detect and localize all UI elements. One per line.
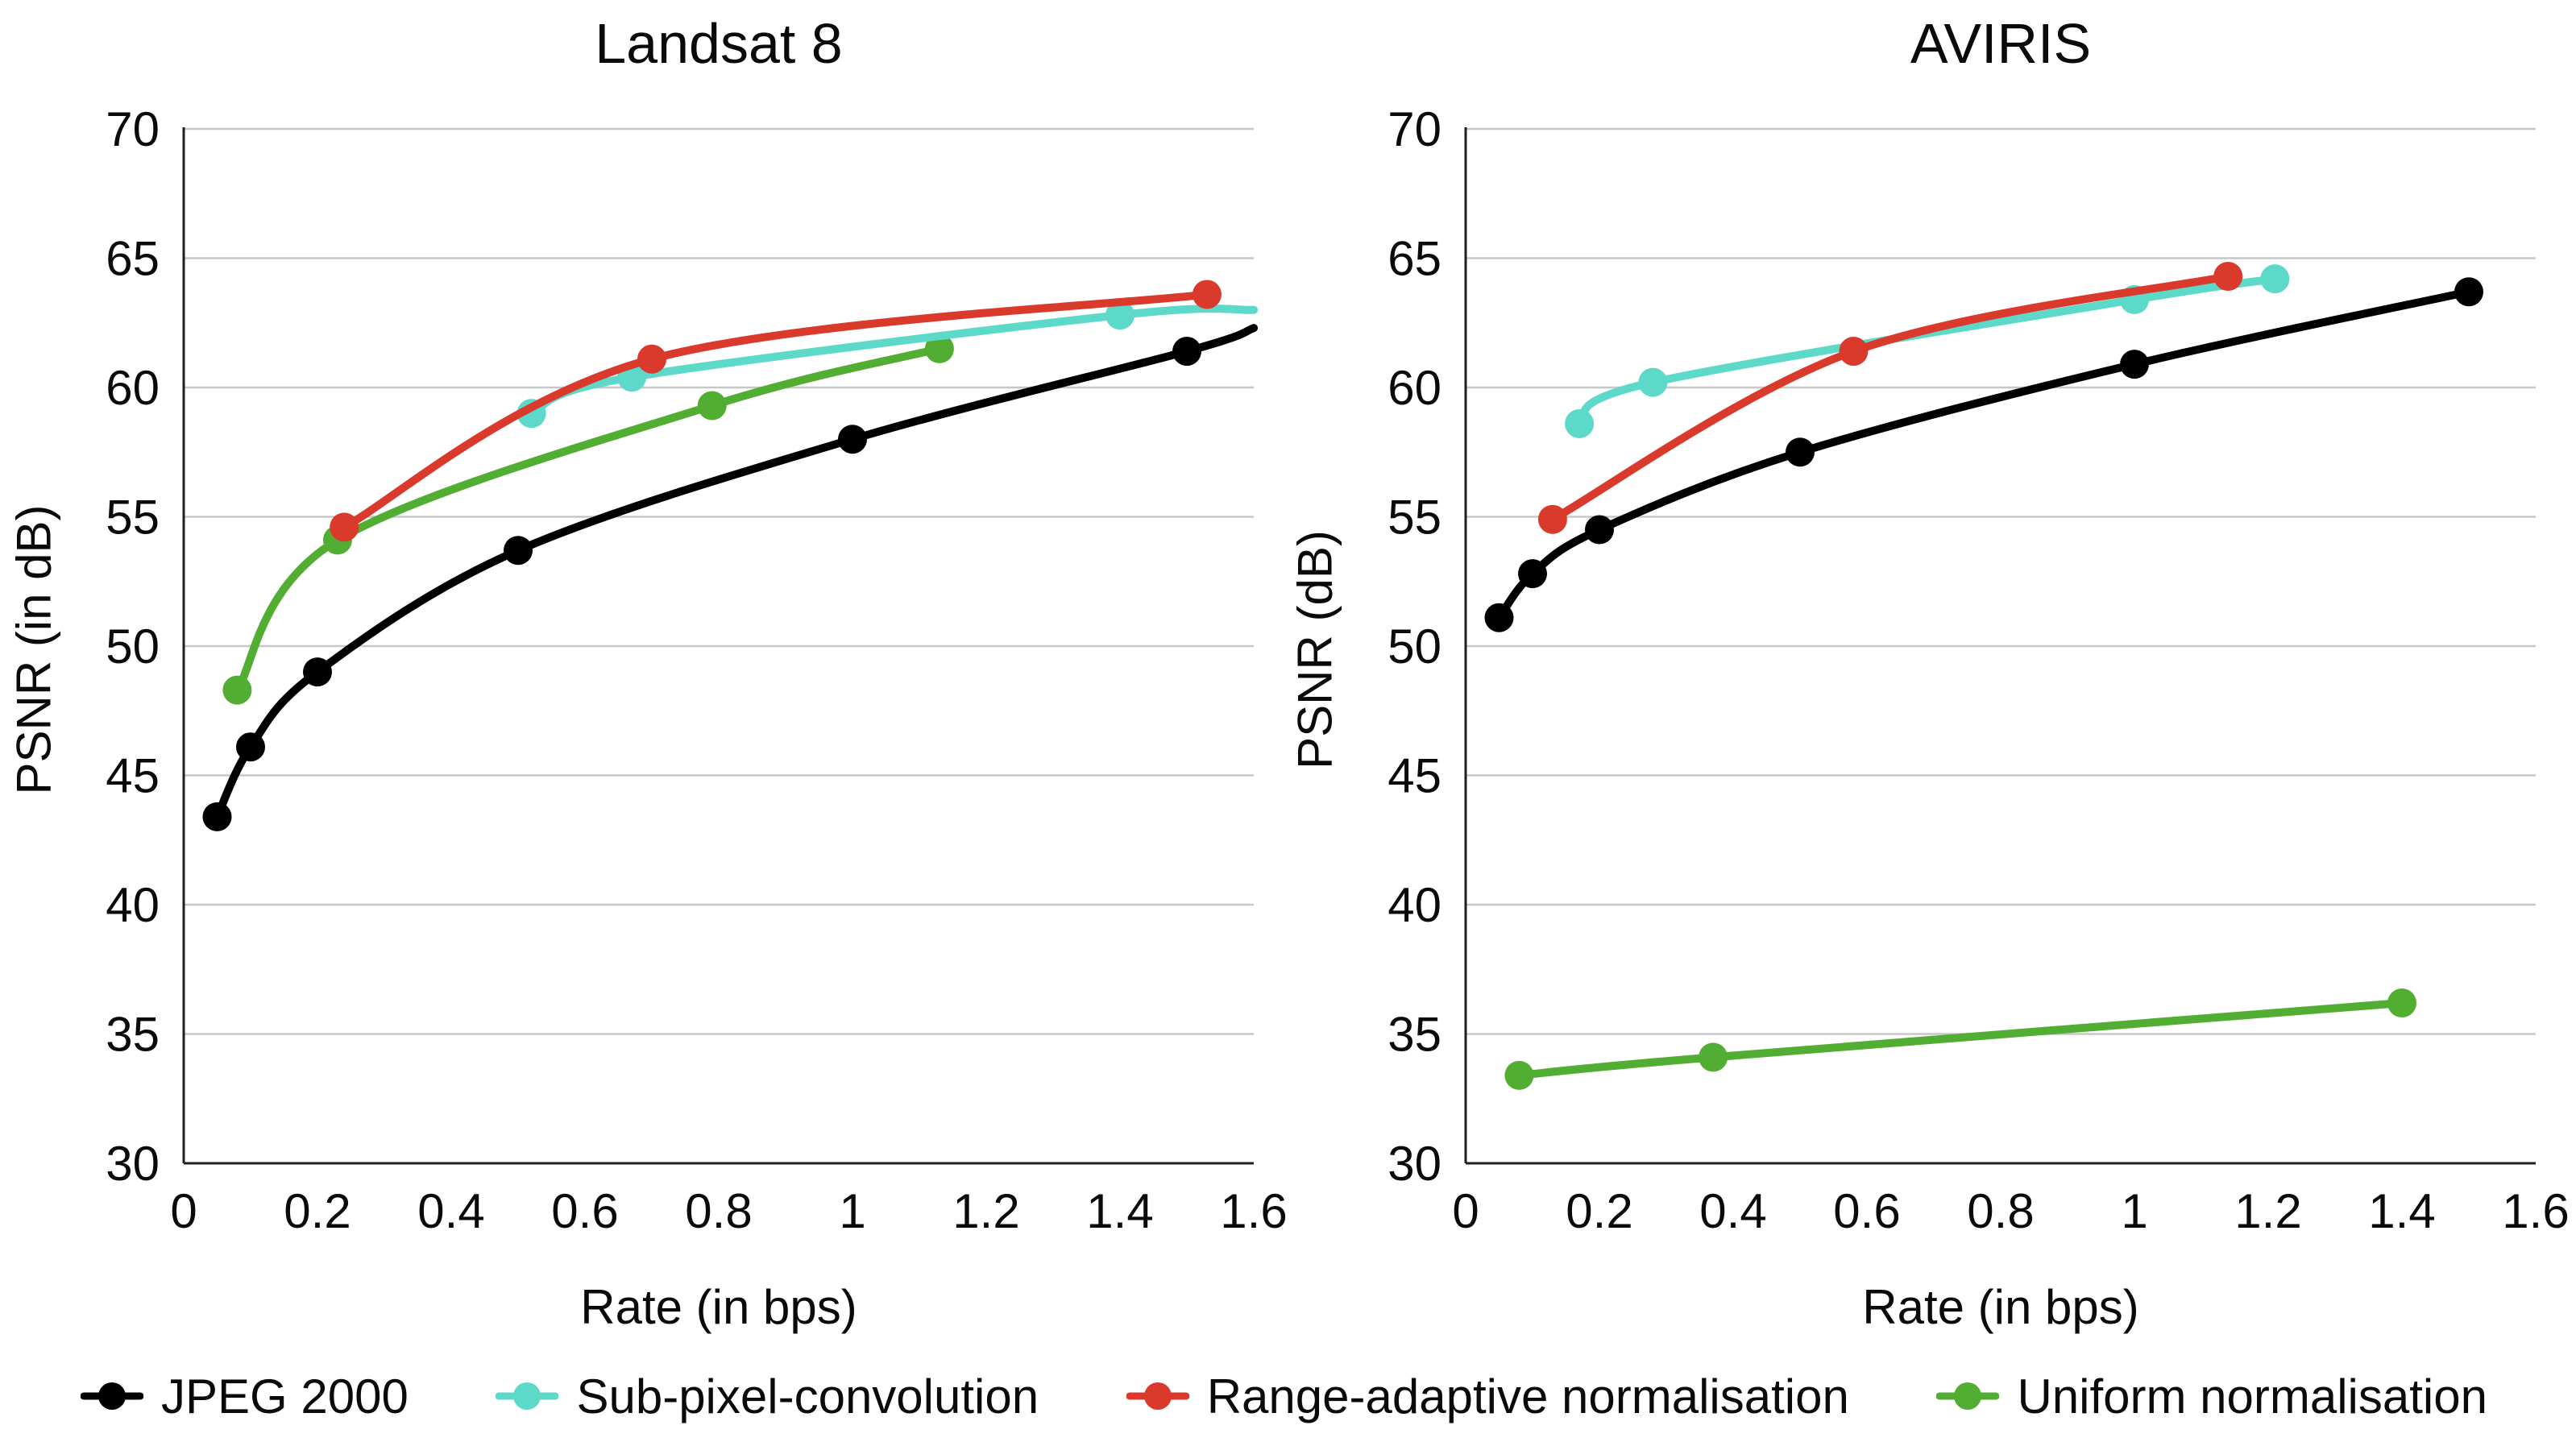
series-line-range-adaptive-normalisation <box>1548 271 2233 524</box>
y-tick-label: 45 <box>1388 749 1441 803</box>
y-tick-label: 65 <box>106 232 160 286</box>
x-axis-label-aviris: Rate (in bps) <box>1862 1280 2139 1334</box>
series-marker-uniform-normalisation <box>697 391 727 421</box>
legend-item-label: Uniform normalisation <box>2017 1369 2487 1423</box>
y-tick-label: 40 <box>1388 878 1441 932</box>
series-marker-jpeg-2000 <box>236 732 265 762</box>
legend-marker-icon <box>1126 1382 1189 1410</box>
y-tick-label: 35 <box>106 1008 160 1062</box>
legend-item-label: JPEG 2000 <box>161 1369 409 1423</box>
legend-item-uniform-normalisation: Uniform normalisation <box>1936 1369 2487 1424</box>
legend: JPEG 2000 Sub-pixel-convolution Range-adap… <box>81 1360 2487 1432</box>
x-tick-label: 0.2 <box>284 1184 351 1238</box>
series-marker-jpeg-2000 <box>2120 350 2149 379</box>
y-tick-label: 60 <box>1388 361 1441 415</box>
series-marker-sub-pixel-convolution <box>1105 300 1135 330</box>
series-marker-uniform-normalisation <box>924 334 954 363</box>
x-tick-label: 1.6 <box>2502 1184 2569 1238</box>
x-tick-label: 0.8 <box>1967 1184 2034 1238</box>
x-tick-label: 0 <box>170 1184 197 1238</box>
y-tick-label: 55 <box>106 491 160 545</box>
series-marker-range-adaptive-normalisation <box>1839 337 1869 367</box>
series-marker-sub-pixel-convolution <box>1565 408 1595 438</box>
legend-item-sub-pixel-convolution: Sub-pixel-convolution <box>496 1369 1039 1424</box>
x-tick-label: 1 <box>2121 1184 2147 1238</box>
legend-marker-icon <box>81 1382 143 1410</box>
legend-item-range-adaptive-normalisation: Range-adaptive normalisation <box>1126 1369 1849 1424</box>
chart-title-landsat8: Landsat 8 <box>595 12 843 75</box>
series-marker-range-adaptive-normalisation <box>1537 504 1567 534</box>
series-marker-uniform-normalisation <box>222 675 252 705</box>
x-tick-label: 0.6 <box>551 1184 618 1238</box>
y-tick-label: 50 <box>1388 619 1441 673</box>
series-marker-jpeg-2000 <box>1518 559 1547 589</box>
series-marker-jpeg-2000 <box>1786 437 1815 467</box>
x-axis-label-landsat8: Rate (in bps) <box>580 1280 857 1334</box>
y-tick-label: 40 <box>106 878 160 932</box>
x-tick-label: 1.6 <box>1220 1184 1287 1238</box>
legend-item-jpeg-2000: JPEG 2000 <box>81 1369 409 1424</box>
legend-marker-dot <box>1143 1382 1172 1410</box>
series-marker-jpeg-2000 <box>1585 515 1614 545</box>
y-tick-label: 30 <box>106 1137 160 1191</box>
series-marker-jpeg-2000 <box>1484 603 1514 632</box>
x-tick-label: 1.4 <box>2368 1184 2435 1238</box>
y-tick-label: 50 <box>106 619 160 673</box>
legend-marker-icon <box>496 1382 559 1410</box>
series-line-jpeg-2000 <box>1495 288 2473 622</box>
y-tick-label: 45 <box>106 749 160 803</box>
y-tick-label: 65 <box>1388 232 1441 286</box>
series-marker-range-adaptive-normalisation <box>2213 261 2243 291</box>
series-line-sub-pixel-convolution <box>1575 275 2279 428</box>
x-tick-label: 1 <box>839 1184 865 1238</box>
series-marker-uniform-normalisation <box>1504 1060 1534 1090</box>
x-tick-label: 0.4 <box>1699 1184 1766 1238</box>
series-marker-sub-pixel-convolution <box>1638 367 1668 397</box>
legend-marker-dot <box>98 1382 126 1410</box>
series-line-uniform-normalisation <box>233 344 944 694</box>
series-marker-jpeg-2000 <box>202 802 232 831</box>
legend-marker-dot <box>1954 1382 1982 1410</box>
x-tick-label: 0 <box>1452 1184 1479 1238</box>
x-tick-label: 0.8 <box>685 1184 752 1238</box>
y-tick-label: 70 <box>106 102 160 156</box>
x-tick-label: 1.2 <box>2234 1184 2301 1238</box>
x-tick-label: 0.2 <box>1566 1184 1632 1238</box>
series-marker-range-adaptive-normalisation <box>1192 280 1222 309</box>
series-marker-sub-pixel-convolution <box>2260 264 2290 294</box>
legend-marker-dot <box>513 1382 541 1410</box>
series-marker-jpeg-2000 <box>303 657 332 687</box>
series-marker-range-adaptive-normalisation <box>637 344 666 374</box>
y-tick-label: 55 <box>1388 491 1441 545</box>
x-tick-label: 1.4 <box>1086 1184 1153 1238</box>
series-line-jpeg-2000 <box>213 324 1258 821</box>
series-marker-jpeg-2000 <box>504 536 533 566</box>
x-tick-label: 0.6 <box>1833 1184 1900 1238</box>
y-axis-label-landsat8: PSNR (in dB) <box>6 504 61 795</box>
series-marker-jpeg-2000 <box>2454 277 2483 307</box>
chart-title-aviris: AVIRIS <box>1910 12 2092 75</box>
y-tick-label: 60 <box>106 361 160 415</box>
series-marker-uniform-normalisation <box>2387 988 2416 1017</box>
y-tick-label: 70 <box>1388 102 1441 156</box>
series-marker-uniform-normalisation <box>1699 1042 1728 1072</box>
legend-marker-icon <box>1936 1382 2000 1410</box>
series-marker-jpeg-2000 <box>838 425 867 454</box>
y-axis-label-aviris: PSNR (dB) <box>1288 530 1342 769</box>
legend-item-label: Sub-pixel-convolution <box>576 1369 1039 1423</box>
series-marker-range-adaptive-normalisation <box>330 512 359 542</box>
series-line-uniform-normalisation <box>1515 998 2406 1079</box>
series-line-range-adaptive-normalisation <box>340 290 1211 532</box>
legend-item-label: Range-adaptive normalisation <box>1206 1369 1849 1423</box>
y-tick-label: 30 <box>1388 1137 1441 1191</box>
x-tick-label: 1.2 <box>952 1184 1019 1238</box>
x-tick-label: 0.4 <box>417 1184 484 1238</box>
series-marker-jpeg-2000 <box>1172 337 1201 367</box>
y-tick-label: 35 <box>1388 1008 1441 1062</box>
